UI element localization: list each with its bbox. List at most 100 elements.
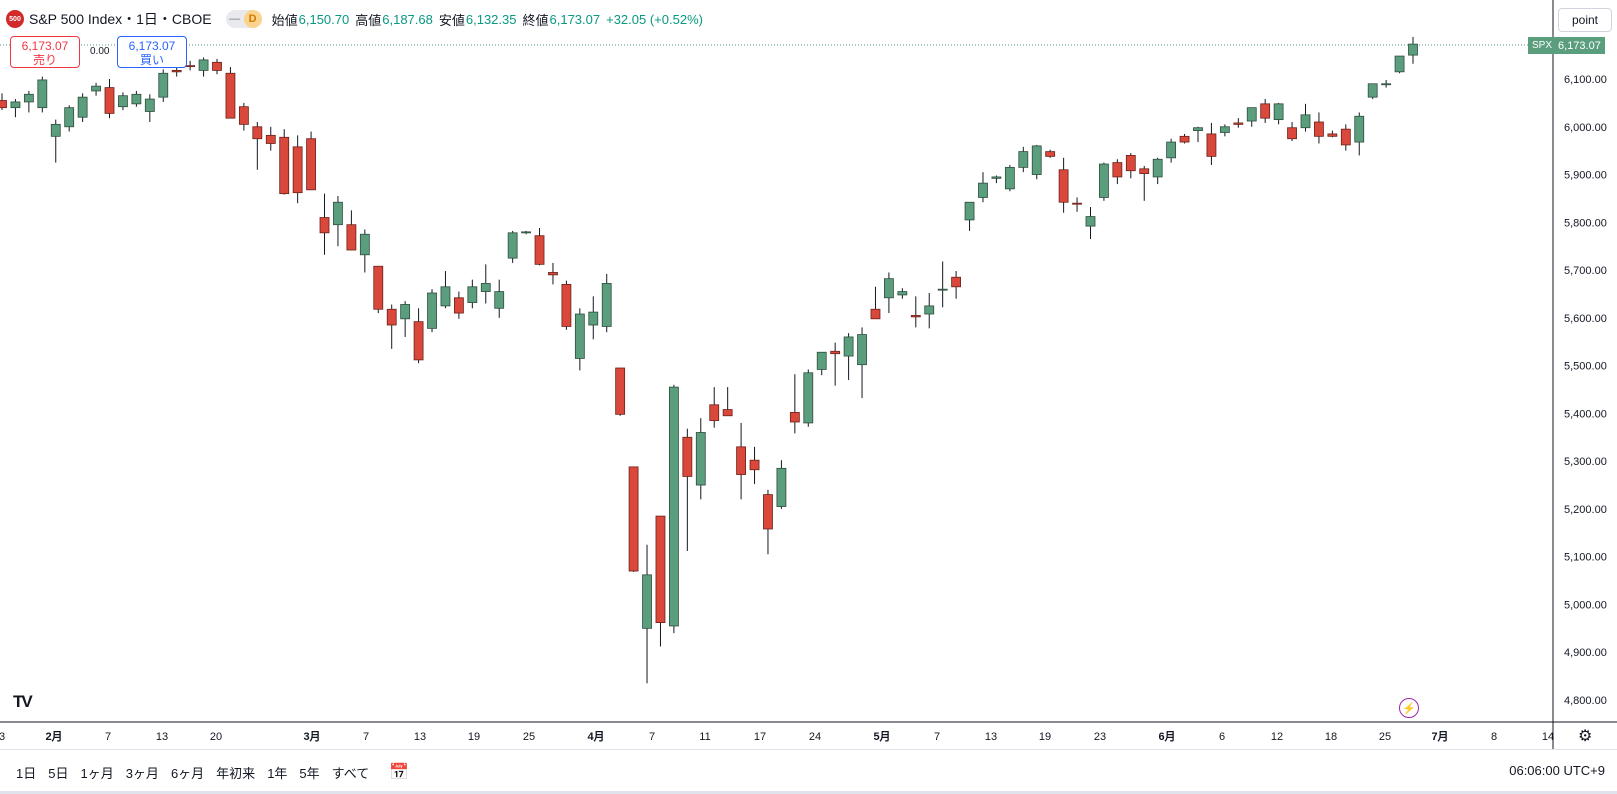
candle[interactable]	[534, 228, 545, 266]
goto-date-icon[interactable]: 📅	[389, 764, 410, 781]
candle[interactable]	[843, 333, 854, 380]
candle[interactable]	[373, 265, 384, 314]
sell-button[interactable]: 6,173.07 売り	[10, 36, 80, 68]
candle[interactable]	[37, 76, 48, 113]
symbol-title[interactable]: S&P 500 Index・1日・CBOE	[29, 11, 212, 27]
candle[interactable]	[1233, 118, 1244, 128]
candle[interactable]	[10, 99, 21, 118]
range-3m-button[interactable]: 3ヶ月	[125, 765, 159, 781]
candle[interactable]	[346, 210, 357, 251]
tradingview-logo-icon[interactable]: TV	[13, 692, 33, 711]
buy-button[interactable]: 6,173.07 買い	[117, 36, 187, 68]
candle[interactable]	[1018, 146, 1029, 173]
candle[interactable]	[749, 446, 760, 485]
candle[interactable]	[440, 271, 451, 309]
candle[interactable]	[924, 293, 935, 329]
clock[interactable]: 06:06:00 UTC+9	[1509, 763, 1605, 778]
candle[interactable]	[91, 82, 101, 96]
range-all-button[interactable]: すべて	[331, 765, 370, 781]
candle[interactable]	[1085, 207, 1096, 240]
candle[interactable]	[279, 129, 290, 195]
candle[interactable]	[453, 291, 464, 319]
candle[interactable]	[789, 374, 800, 434]
candle[interactable]	[1260, 99, 1271, 123]
candle[interactable]	[158, 69, 169, 102]
candle[interactable]	[265, 126, 276, 151]
candle[interactable]	[494, 279, 505, 318]
candle[interactable]	[50, 119, 61, 163]
candle[interactable]	[306, 131, 316, 191]
candle[interactable]	[77, 93, 88, 122]
candle[interactable]	[964, 201, 975, 231]
range-5d-button[interactable]: 5日	[48, 765, 69, 781]
candle[interactable]	[722, 387, 733, 417]
candle[interactable]	[400, 301, 411, 337]
candle[interactable]	[238, 102, 249, 131]
candle[interactable]	[1058, 157, 1069, 213]
candle[interactable]	[1354, 112, 1365, 156]
candle[interactable]	[118, 92, 128, 111]
candle[interactable]	[1112, 159, 1123, 185]
candle[interactable]	[104, 79, 115, 119]
candle[interactable]	[467, 279, 478, 309]
candle[interactable]	[763, 489, 773, 555]
candle[interactable]	[480, 264, 491, 304]
candle[interactable]	[991, 175, 1002, 184]
candle[interactable]	[23, 90, 34, 113]
candle[interactable]	[816, 351, 827, 376]
candle[interactable]	[951, 271, 962, 299]
candle[interactable]	[1381, 79, 1392, 88]
candle[interactable]	[561, 280, 572, 330]
candle[interactable]	[521, 230, 531, 235]
candle[interactable]	[386, 304, 397, 349]
candle[interactable]	[1246, 107, 1257, 127]
candle[interactable]	[1340, 124, 1351, 151]
range-1y-button[interactable]: 1年	[267, 765, 288, 781]
candle[interactable]	[1394, 55, 1405, 74]
candle[interactable]	[333, 196, 343, 247]
candle[interactable]	[1367, 83, 1378, 100]
candle[interactable]	[642, 544, 652, 684]
candle[interactable]	[1179, 133, 1190, 144]
candle[interactable]	[252, 121, 263, 170]
candle[interactable]	[1139, 165, 1150, 201]
range-5y-button[interactable]: 5年	[299, 765, 320, 781]
candle[interactable]	[574, 308, 585, 371]
candle[interactable]	[292, 135, 303, 204]
candle[interactable]	[1273, 102, 1284, 125]
candle[interactable]	[682, 428, 693, 551]
range-1m-button[interactable]: 1ヶ月	[80, 765, 114, 781]
candle[interactable]	[1045, 149, 1056, 158]
candle[interactable]	[857, 327, 867, 399]
candle[interactable]	[1031, 144, 1042, 180]
candle[interactable]	[601, 273, 612, 333]
candle[interactable]	[588, 296, 599, 340]
price-scale-mode-button[interactable]: point	[1558, 8, 1612, 32]
candle[interactable]	[709, 387, 720, 428]
candle[interactable]	[1408, 36, 1418, 64]
candle[interactable]	[64, 105, 75, 132]
candle[interactable]	[615, 367, 626, 416]
candle[interactable]	[910, 296, 921, 328]
candle[interactable]	[131, 90, 142, 107]
candle[interactable]	[669, 384, 679, 634]
candle[interactable]	[548, 262, 558, 285]
candle[interactable]	[1327, 130, 1338, 138]
candle[interactable]	[359, 229, 370, 273]
candle[interactable]	[427, 289, 437, 333]
candle[interactable]	[1193, 126, 1203, 143]
candle[interactable]	[0, 93, 7, 111]
range-1d-button[interactable]: 1日	[16, 765, 37, 781]
candle[interactable]	[978, 172, 988, 203]
candle[interactable]	[1300, 103, 1311, 132]
candle[interactable]	[1314, 112, 1324, 144]
settings-gear-icon[interactable]: ⚙	[1578, 728, 1593, 745]
candle[interactable]	[1004, 164, 1015, 192]
candle[interactable]	[1152, 157, 1163, 185]
candle[interactable]	[319, 193, 330, 255]
candle[interactable]	[1099, 162, 1109, 201]
range-6m-button[interactable]: 6ヶ月	[170, 765, 205, 781]
candle[interactable]	[1219, 124, 1230, 137]
lightning-icon[interactable]: ⚡	[1399, 698, 1419, 718]
